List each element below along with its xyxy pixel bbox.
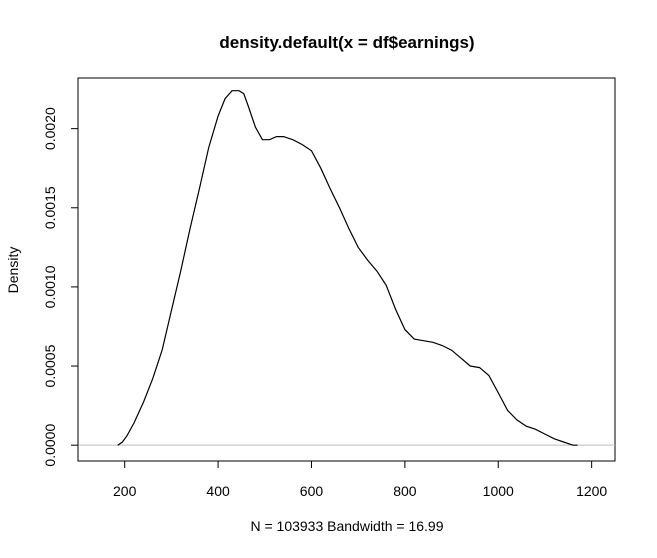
y-axis: 0.0000 0.0005 0.0010 0.0015 0.0020 — [42, 107, 79, 467]
y-tick-label: 0.0000 — [42, 424, 58, 467]
x-tick-label: 600 — [300, 483, 324, 499]
x-tick-label: 200 — [113, 483, 137, 499]
y-tick-label: 0.0020 — [42, 107, 58, 150]
x-tick-label: 1200 — [576, 483, 607, 499]
x-tick-label: 800 — [393, 483, 417, 499]
y-axis-label: Density — [5, 247, 21, 294]
y-tick-label: 0.0015 — [42, 186, 58, 229]
x-tick-label: 400 — [206, 483, 230, 499]
chart-title: density.default(x = df$earnings) — [219, 33, 474, 52]
x-axis: 200 400 600 800 1000 1200 — [113, 460, 607, 499]
y-tick-label: 0.0010 — [42, 265, 58, 308]
x-tick-label: 1000 — [483, 483, 514, 499]
x-axis-label: N = 103933 Bandwidth = 16.99 — [250, 518, 443, 534]
density-curve — [117, 90, 578, 446]
plot-frame — [77, 77, 616, 462]
y-tick-label: 0.0005 — [42, 344, 58, 387]
